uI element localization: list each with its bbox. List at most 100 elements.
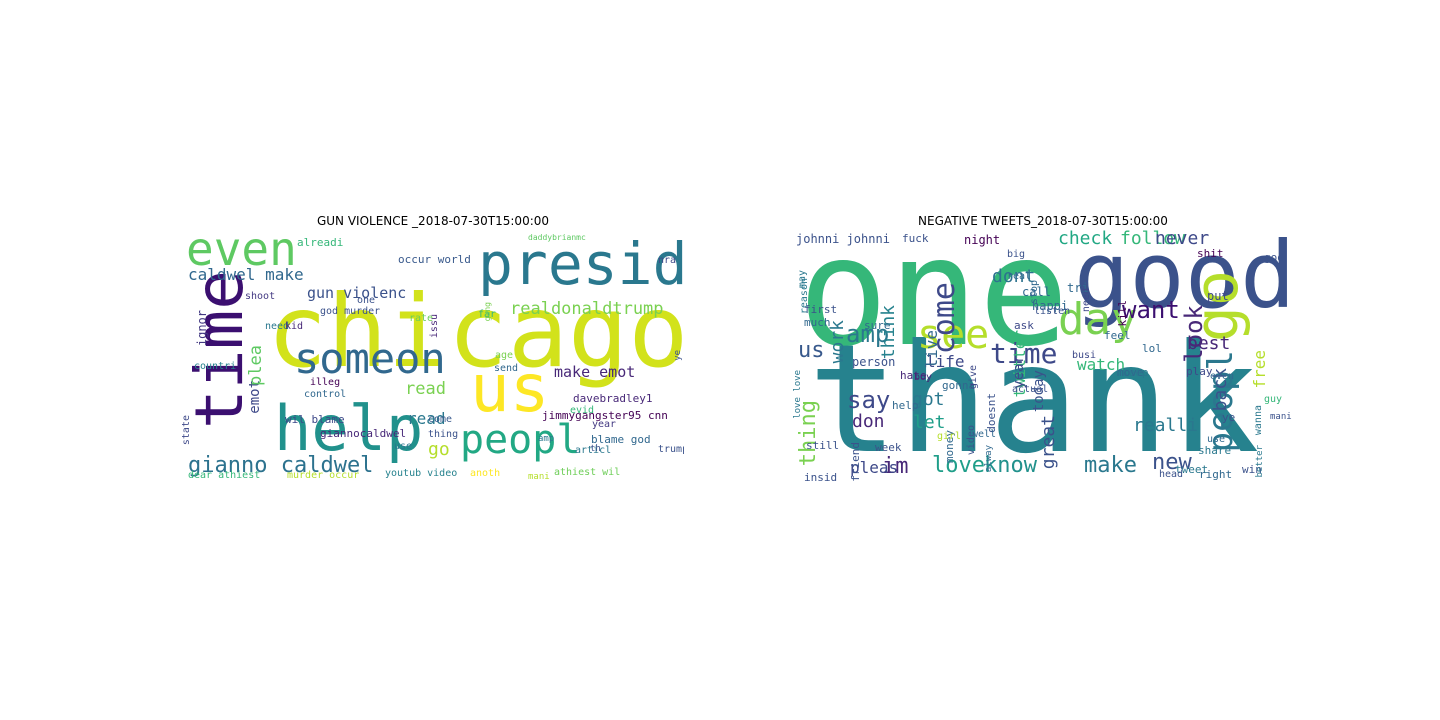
left-word-state: state bbox=[182, 415, 192, 446]
right-word-call: call bbox=[1022, 285, 1051, 299]
left-word-god-murder: god murder bbox=[320, 306, 381, 317]
right-word-first: first bbox=[804, 303, 838, 316]
left-word-peopl: peopl bbox=[460, 417, 581, 463]
left-word-jimmygangster95-cnn: jimmygangster95 cnn bbox=[542, 409, 668, 422]
right-word-head: head bbox=[1159, 469, 1184, 480]
right-cloud-title: NEGATIVE TWEETS_2018-07-30T15:00:00 bbox=[918, 214, 1168, 228]
right-word-friend: friend bbox=[849, 442, 862, 482]
right-word-love-love: love love bbox=[793, 370, 803, 419]
right-word-free: free bbox=[1250, 350, 1269, 389]
left-word-gianno-caldwel: gianno caldwel bbox=[188, 453, 374, 478]
right-word-girl: girl bbox=[937, 431, 962, 442]
right-word-give: give bbox=[968, 365, 979, 390]
right-word-reason: reason bbox=[799, 278, 810, 315]
right-word-us: us bbox=[798, 338, 825, 363]
right-word-tri: tri bbox=[1067, 281, 1089, 295]
left-word-caldwel-make: caldwel make bbox=[188, 265, 304, 284]
left-word-thing: thing bbox=[428, 429, 459, 440]
right-word-time: time bbox=[990, 337, 1058, 370]
left-word-ye: ye bbox=[673, 350, 683, 361]
left-word-evid: evid bbox=[570, 405, 595, 416]
left-word-chicago: chicago bbox=[267, 273, 684, 390]
right-word-work: work bbox=[827, 320, 848, 364]
right-word-shit: shit bbox=[1197, 247, 1224, 260]
right-word-know: know bbox=[984, 453, 1037, 478]
right-word-busi: busi bbox=[1072, 350, 1097, 361]
right-word-life: life bbox=[926, 352, 965, 371]
right-word-realli: realli bbox=[1133, 415, 1199, 436]
right-word-say: say bbox=[847, 386, 891, 414]
right-word-win: win bbox=[1242, 463, 1262, 476]
left-word-send: send bbox=[494, 363, 519, 374]
right-word-help: help bbox=[892, 399, 919, 412]
right-word-pleas: pleas bbox=[850, 458, 899, 477]
left-word-presid: presid bbox=[478, 230, 684, 298]
right-word-much: much bbox=[804, 316, 831, 329]
right-word-put: put bbox=[1207, 289, 1229, 303]
right-word-sure: sure bbox=[864, 319, 891, 332]
right-word-doesnt: doesnt bbox=[985, 393, 998, 433]
right-word-never: never bbox=[1155, 230, 1210, 249]
left-word-read: read bbox=[405, 379, 446, 399]
left-word-age: age bbox=[495, 350, 514, 361]
left-word-time: time bbox=[182, 270, 258, 429]
right-word-best: best bbox=[1187, 333, 1231, 354]
right-word-boy: boy bbox=[914, 372, 933, 383]
right-word-move: move bbox=[1117, 366, 1144, 379]
left-word-wil-blame: wil blame bbox=[285, 413, 345, 426]
right-word-think: think bbox=[878, 305, 899, 360]
left-word-come: come bbox=[428, 414, 453, 425]
right-word-new: new bbox=[1152, 450, 1192, 475]
right-word-good: good bbox=[1074, 230, 1294, 329]
left-word-control: control bbox=[304, 389, 347, 400]
left-word-help: help bbox=[274, 392, 424, 465]
right-word-better: better bbox=[1255, 445, 1265, 478]
left-word-us: us bbox=[470, 350, 550, 427]
right-word-feel: feel bbox=[1104, 329, 1131, 342]
left-word-gang: gang bbox=[483, 302, 492, 322]
left-cloud-title: GUN VIOLENCE _2018-07-30T15:00:00 bbox=[316, 214, 550, 228]
left-word-far: far bbox=[478, 309, 497, 320]
right-word-kill: kill bbox=[1116, 300, 1129, 327]
left-word-amp: amp bbox=[538, 434, 555, 444]
left-word-countri: countri bbox=[194, 361, 237, 372]
right-word-even: even bbox=[1210, 371, 1235, 382]
right-word-day: day bbox=[1058, 294, 1138, 345]
right-word-person: person bbox=[852, 355, 896, 369]
right-word-got: got bbox=[912, 389, 945, 410]
left-word-use: use bbox=[394, 441, 413, 452]
left-word-ignor: ignor bbox=[195, 310, 209, 347]
right-word-tweet: tweet bbox=[1175, 463, 1209, 476]
right-word-real: real bbox=[1007, 271, 1032, 282]
right-word-big: big bbox=[1007, 249, 1026, 260]
right-word-make: make bbox=[1084, 453, 1137, 478]
left-word-go: go bbox=[428, 439, 450, 460]
right-word-stop: stop bbox=[1029, 280, 1040, 305]
left-word-occur-world: occur world bbox=[398, 253, 471, 266]
right-word-great: great bbox=[1038, 415, 1059, 470]
right-word-thank: thank bbox=[808, 313, 1260, 482]
left-word-articl: articl bbox=[575, 445, 612, 456]
left-word-th: th bbox=[590, 444, 601, 454]
left-word-need: need bbox=[265, 321, 290, 332]
right-word-watch: watch bbox=[1077, 355, 1126, 374]
left-word-dear-athiest: dear athiest bbox=[188, 470, 261, 481]
right-word-still: still bbox=[806, 439, 840, 452]
right-word-use: use bbox=[1207, 434, 1226, 445]
right-word-check: check bbox=[1058, 230, 1113, 249]
right-word-dont: dont bbox=[992, 266, 1036, 287]
left-word-athiest-wil: athiest wil bbox=[554, 467, 621, 478]
right-word-follow: follow bbox=[1120, 230, 1186, 249]
right-word-insid: insid bbox=[804, 471, 838, 482]
left-word-realdonaldtrump: realdonaldtrump bbox=[510, 299, 664, 319]
right-word-lol: lol bbox=[1142, 342, 1162, 355]
left-word-someon: someon bbox=[294, 334, 446, 383]
right-word-gonna: gonna bbox=[942, 379, 976, 392]
left-word-mani: mani bbox=[528, 472, 550, 482]
left-word-daddybrianmc: daddybrianmc bbox=[528, 233, 586, 242]
right-word-play: play bbox=[1186, 365, 1213, 378]
right-word-love: love bbox=[932, 453, 985, 478]
right-word-week: week bbox=[875, 441, 902, 454]
left-word-illeg: illeg bbox=[310, 377, 341, 388]
right-word-don: don bbox=[852, 411, 885, 432]
